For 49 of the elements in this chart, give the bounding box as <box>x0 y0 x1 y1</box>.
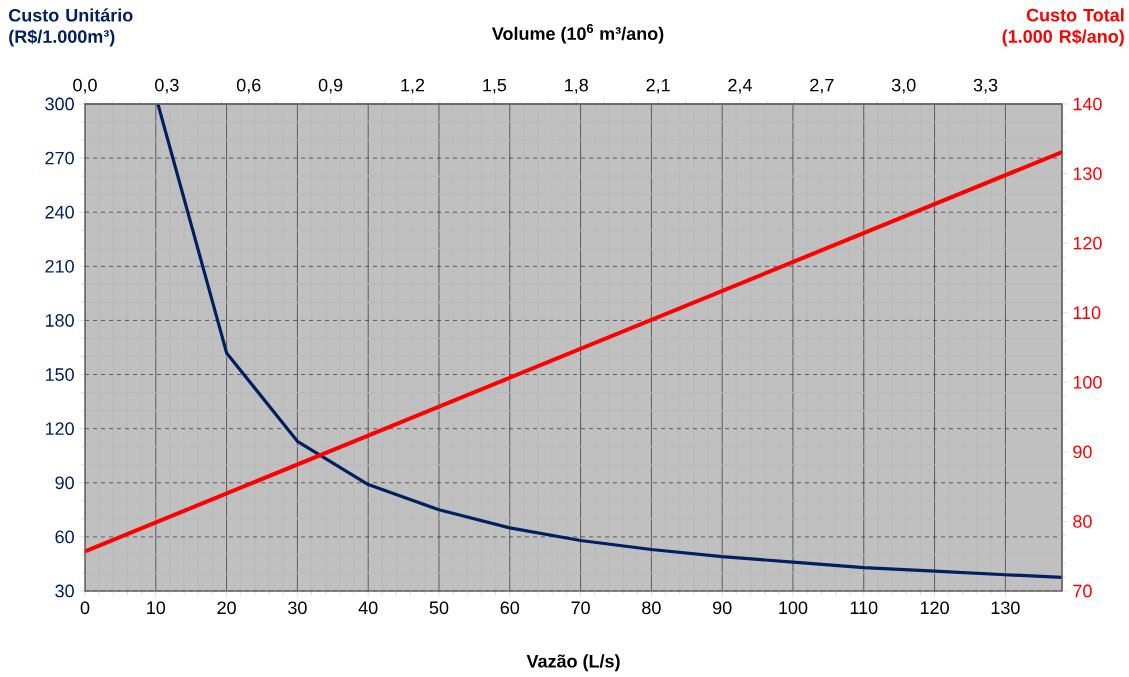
y-tick-label: 180 <box>45 314 74 327</box>
x-tick-label: 10 <box>147 601 166 615</box>
y2-tick-label: 120 <box>1073 236 1102 250</box>
y-axis-title: Custo Unitário (R$/1.000m³) <box>9 8 133 47</box>
y-tick-label: 300 <box>45 97 74 111</box>
y-tick-label: 90 <box>55 476 74 490</box>
y-tick-label: 240 <box>45 205 74 219</box>
x2-axis-title: Volume (10$^{6}$ m³/ano) <box>491 24 664 44</box>
x-tick-label: 50 <box>429 601 449 615</box>
x2-tick-label: 2,7 <box>810 78 834 94</box>
y2-tick-label: 90 <box>1073 445 1092 459</box>
y2-tick-label: 110 <box>1073 306 1101 320</box>
x-tick-label: 70 <box>571 601 590 615</box>
x2-tick-label: 3,0 <box>891 78 916 94</box>
x-tick-label: 40 <box>358 601 378 615</box>
x-tick-label: 80 <box>642 601 661 615</box>
x2-tick-label: 3,3 <box>973 78 998 94</box>
y2-axis-title: Custo Total (1.000 R$/ano) <box>1002 8 1124 47</box>
line-series <box>156 103 1062 579</box>
x-tick-label: 130 <box>991 601 1020 615</box>
x-tick-label: 100 <box>779 601 808 615</box>
y-tick-label: 60 <box>55 530 74 544</box>
x2-tick-label: 2,4 <box>728 78 752 94</box>
x2-tick-label: 0,6 <box>236 78 261 94</box>
y-tick-label: 120 <box>45 422 74 436</box>
x-tick-label: 90 <box>713 601 732 615</box>
x-tick-label: 30 <box>288 601 307 615</box>
x2-tick-label: 1,8 <box>565 78 588 94</box>
x-tick-label: 60 <box>500 601 520 615</box>
x2-tick-label: 1,2 <box>401 78 425 94</box>
x2-tick-label: 1,5 <box>483 78 507 94</box>
y-tick-label: 270 <box>45 151 74 165</box>
y-tick-label: 30 <box>55 584 74 598</box>
x2-tick-label: 2,1 <box>646 78 670 94</box>
x2-tick-label: 0,9 <box>318 78 343 94</box>
y-tick-label: 150 <box>45 368 74 381</box>
y2-tick-label: 70 <box>1073 584 1092 598</box>
x-tick-label: 20 <box>217 601 236 615</box>
x-tick-label: 120 <box>920 601 949 615</box>
y2-tick-label: 100 <box>1073 375 1102 389</box>
y2-tick-label: 140 <box>1073 97 1102 111</box>
x2-tick-label: 0,0 <box>73 78 97 94</box>
x2-tick-label: 0,3 <box>155 78 179 94</box>
y2-tick-label: 80 <box>1073 515 1092 528</box>
x-tick-label: 0 <box>80 601 90 615</box>
y2-tick-label: 130 <box>1073 167 1102 180</box>
y-tick-label: 210 <box>45 259 74 273</box>
x-axis-title: Vazão (L/s) <box>526 654 620 672</box>
x-tick-label: 110 <box>850 601 878 615</box>
